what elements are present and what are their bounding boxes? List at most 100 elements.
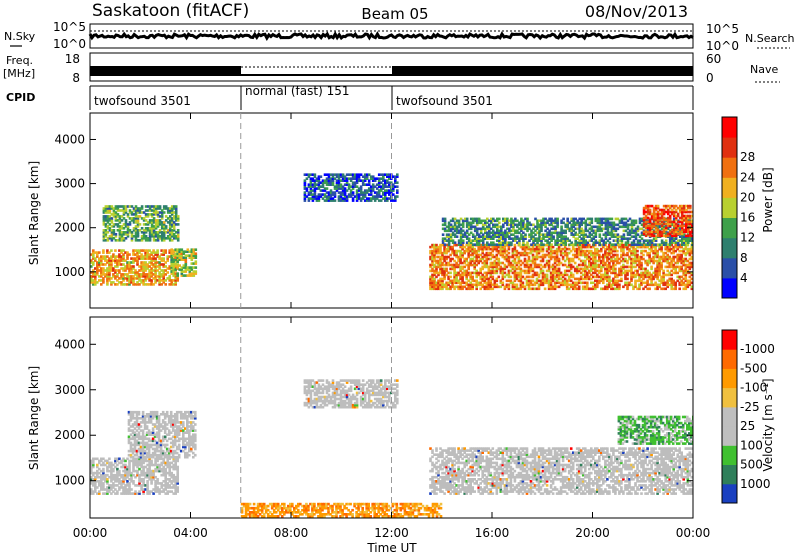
echo-cell xyxy=(384,199,387,202)
echo-cell xyxy=(535,287,539,291)
echo-cell xyxy=(516,231,519,235)
echo-cell xyxy=(648,239,652,242)
echo-cell xyxy=(512,225,515,229)
echo-cell xyxy=(166,271,169,274)
echo-cell xyxy=(549,287,553,291)
echo-cell xyxy=(574,227,577,231)
echo-cell xyxy=(118,269,121,272)
echo-cell xyxy=(451,217,455,221)
echo-cell xyxy=(110,217,114,220)
echo-cell xyxy=(512,237,515,240)
echo-cell xyxy=(479,247,482,251)
echo-cell xyxy=(610,265,613,269)
echo-cell xyxy=(620,279,623,283)
echo-cell xyxy=(628,283,631,287)
echo-cell xyxy=(606,219,610,223)
echo-cell xyxy=(477,273,480,277)
echo-cell xyxy=(577,269,581,273)
echo-cell xyxy=(640,261,643,265)
echo-cell xyxy=(108,263,111,266)
echo-cell xyxy=(602,259,605,263)
echo-cell xyxy=(522,239,525,242)
echo-cell xyxy=(309,189,313,192)
echo-cell xyxy=(652,212,656,216)
echo-cell xyxy=(654,271,657,275)
echo-cell xyxy=(620,245,623,249)
echo-cell xyxy=(624,277,627,281)
echo-cell xyxy=(652,218,656,222)
echo-cell xyxy=(447,249,450,253)
echo-cell xyxy=(567,275,571,279)
echo-cell xyxy=(184,274,188,277)
echo-cell xyxy=(170,270,173,273)
echo-cell xyxy=(574,221,577,225)
echo-cell xyxy=(479,281,482,285)
echo-cell xyxy=(638,217,642,221)
echo-cell xyxy=(180,266,184,269)
echo-cell xyxy=(642,273,645,277)
echo-cell xyxy=(644,243,648,246)
echo-cell xyxy=(431,279,434,283)
echo-cell xyxy=(678,257,681,261)
echo-cell xyxy=(333,187,337,190)
echo-cell xyxy=(496,217,499,221)
echo-cell xyxy=(481,239,485,242)
echo-cell xyxy=(588,239,592,242)
echo-cell xyxy=(459,231,463,235)
echo-cell xyxy=(622,257,625,261)
echo-cell xyxy=(166,209,170,212)
echo-cell xyxy=(116,283,119,286)
echo-cell xyxy=(341,191,345,194)
echo-cell xyxy=(642,253,645,257)
echo-cell xyxy=(311,183,315,186)
echo-cell xyxy=(172,225,176,228)
echo-cell xyxy=(650,265,653,269)
echo-cell xyxy=(329,181,333,184)
echo-cell xyxy=(513,253,517,257)
echo-cell xyxy=(558,231,561,235)
echo-cell xyxy=(461,285,464,289)
echo-cell xyxy=(319,175,323,178)
echo-cell xyxy=(465,243,468,247)
echo-cell xyxy=(168,275,171,278)
echo-cell xyxy=(586,245,589,249)
echo-cell xyxy=(527,251,531,255)
echo-cell xyxy=(656,271,659,275)
echo-cell xyxy=(534,225,537,229)
echo-cell xyxy=(670,279,673,283)
echo-cell xyxy=(490,217,493,221)
echo-cell xyxy=(150,215,154,218)
echo-cell xyxy=(146,237,150,240)
echo-cell xyxy=(654,208,658,212)
colorbar-swatch xyxy=(722,197,737,218)
echo-cell xyxy=(582,221,585,225)
echo-cell xyxy=(176,219,180,222)
echo-cell xyxy=(612,277,615,281)
echo-cell xyxy=(365,177,369,180)
echo-cell xyxy=(687,237,690,240)
echo-cell xyxy=(594,239,598,242)
echo-cell xyxy=(648,232,652,236)
echo-cell xyxy=(132,283,135,286)
echo-cell xyxy=(678,277,681,281)
echo-cell xyxy=(445,257,448,261)
echo-cell xyxy=(664,204,668,208)
echo-cell xyxy=(110,261,113,264)
echo-cell xyxy=(624,273,627,277)
echo-cell xyxy=(626,287,629,291)
echo-cell xyxy=(570,241,573,244)
echo-cell xyxy=(435,287,438,291)
echo-cell xyxy=(507,275,511,279)
echo-cell xyxy=(309,173,313,176)
echo-cell xyxy=(622,265,625,269)
echo-cell xyxy=(537,247,541,251)
echo-cell xyxy=(521,253,525,257)
echo-cell xyxy=(610,243,614,246)
echo-cell xyxy=(538,219,541,223)
echo-cell xyxy=(433,269,436,273)
echo-cell xyxy=(588,235,592,238)
echo-cell xyxy=(126,279,129,282)
echo-cell xyxy=(678,267,681,271)
echo-cell xyxy=(477,255,480,259)
echo-cell xyxy=(596,281,599,285)
